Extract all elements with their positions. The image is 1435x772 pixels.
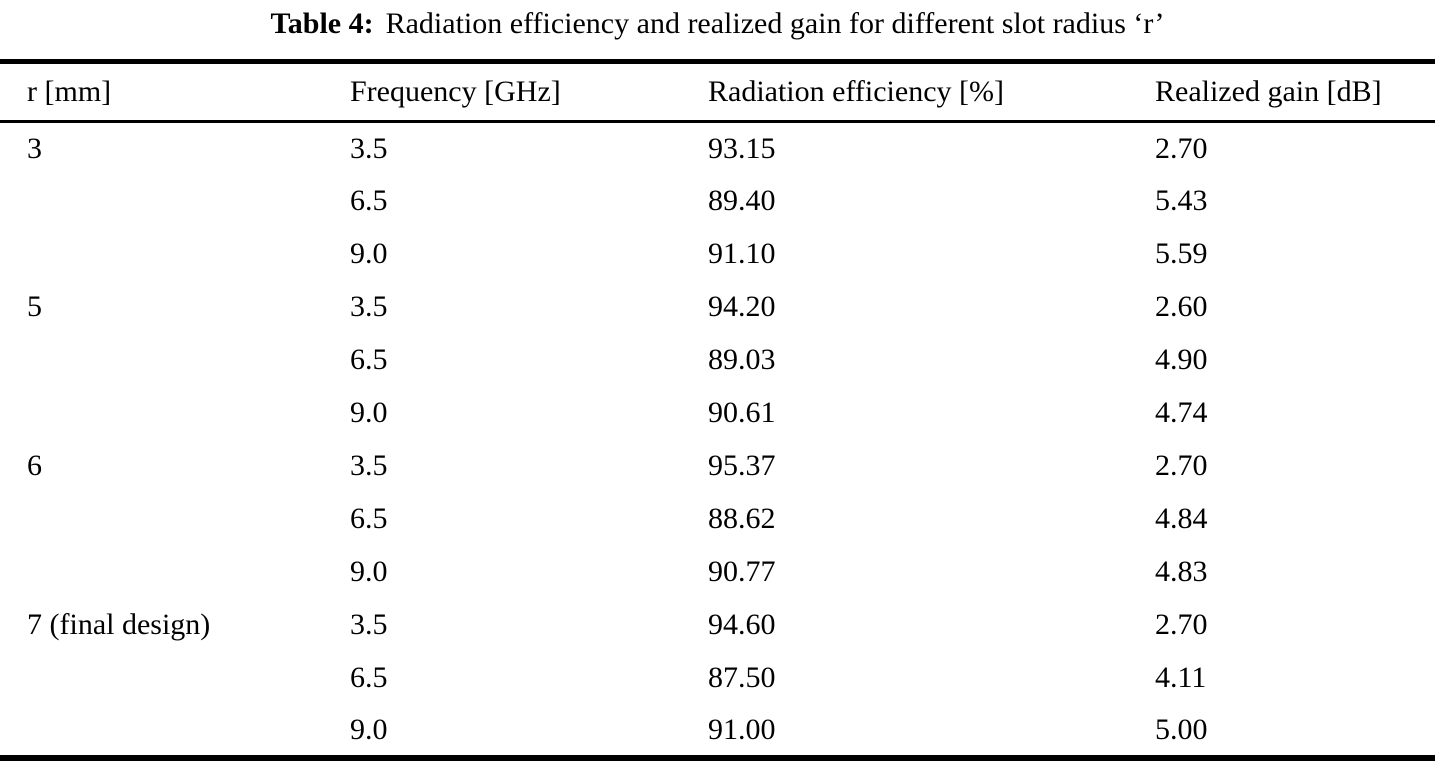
cell-r: 5	[27, 290, 42, 323]
column-header-efficiency: Radiation efficiency [%]	[708, 61, 1155, 123]
column-header-frequency: Frequency [GHz]	[350, 61, 708, 123]
data-table: r [mm] Frequency [GHz] Radiation efficie…	[0, 59, 1435, 761]
cell-efficiency: 93.15	[708, 131, 776, 165]
cell-efficiency: 89.03	[708, 343, 776, 376]
cell-gain: 5.59	[1155, 237, 1208, 270]
cell-r: 7 (final design)	[27, 608, 211, 641]
table-row: 5 3.5 94.20 2.60	[0, 281, 1435, 334]
cell-gain: 5.43	[1155, 184, 1208, 217]
cell-efficiency: 94.60	[708, 608, 776, 641]
cell-efficiency: 89.40	[708, 184, 776, 217]
cell-frequency: 3.5	[350, 131, 388, 165]
cell-gain: 2.70	[1155, 608, 1208, 641]
cell-r	[0, 334, 350, 387]
table-row: 6.5 87.50 4.11	[0, 652, 1435, 705]
cell-efficiency: 88.62	[708, 502, 776, 535]
cell-frequency: 9.0	[350, 712, 388, 746]
cell-efficiency: 90.77	[708, 555, 776, 588]
table-row: 6 3.5 95.37 2.70	[0, 440, 1435, 493]
cell-frequency: 3.5	[350, 290, 388, 323]
cell-gain: 2.60	[1155, 290, 1208, 323]
table-row: 6.5 89.40 5.43	[0, 175, 1435, 228]
cell-r: 6	[27, 449, 42, 482]
column-header-r: r [mm]	[0, 61, 350, 123]
cell-r: 3	[27, 131, 42, 165]
cell-gain: 2.70	[1155, 131, 1208, 165]
table-row: 9.0 90.77 4.83	[0, 546, 1435, 599]
cell-r	[0, 387, 350, 440]
cell-gain: 5.00	[1155, 712, 1208, 746]
cell-frequency: 6.5	[350, 184, 388, 217]
cell-r	[0, 228, 350, 281]
cell-frequency: 9.0	[350, 396, 388, 429]
cell-gain: 4.74	[1155, 396, 1208, 429]
cell-r	[0, 652, 350, 705]
cell-frequency: 3.5	[350, 608, 388, 641]
cell-frequency: 9.0	[350, 237, 388, 270]
table-row: 7 (final design) 3.5 94.60 2.70	[0, 599, 1435, 652]
cell-frequency: 9.0	[350, 555, 388, 588]
cell-frequency: 3.5	[350, 449, 388, 482]
cell-efficiency: 90.61	[708, 396, 776, 429]
cell-efficiency: 91.00	[708, 712, 776, 746]
cell-frequency: 6.5	[350, 661, 388, 694]
cell-efficiency: 94.20	[708, 290, 776, 323]
cell-efficiency: 87.50	[708, 661, 776, 694]
cell-efficiency: 95.37	[708, 449, 776, 482]
table-row: 6.5 88.62 4.84	[0, 493, 1435, 546]
table-row: 6.5 89.03 4.90	[0, 334, 1435, 387]
cell-r	[0, 705, 350, 758]
cell-efficiency: 91.10	[708, 237, 776, 270]
table-header-row: r [mm] Frequency [GHz] Radiation efficie…	[0, 61, 1435, 123]
cell-r	[0, 546, 350, 599]
table-caption: Table 4: Radiation efficiency and realize…	[0, 0, 1435, 59]
table-caption-label: Table 4:	[270, 7, 374, 40]
cell-frequency: 6.5	[350, 343, 388, 376]
table-caption-text: Radiation efficiency and realized gain f…	[385, 7, 1165, 40]
cell-gain: 2.70	[1155, 449, 1208, 482]
cell-gain: 4.90	[1155, 343, 1208, 376]
table-row: 9.0 91.10 5.59	[0, 228, 1435, 281]
cell-gain: 4.83	[1155, 555, 1208, 588]
table-row: 9.0 90.61 4.74	[0, 387, 1435, 440]
table-row: 9.0 91.00 5.00	[0, 705, 1435, 758]
cell-r	[0, 175, 350, 228]
cell-gain: 4.11	[1155, 661, 1207, 694]
column-header-gain: Realized gain [dB]	[1155, 61, 1435, 123]
cell-frequency: 6.5	[350, 502, 388, 535]
table-row: 3 3.5 93.15 2.70	[0, 122, 1435, 175]
cell-r	[0, 493, 350, 546]
cell-gain: 4.84	[1155, 502, 1208, 535]
